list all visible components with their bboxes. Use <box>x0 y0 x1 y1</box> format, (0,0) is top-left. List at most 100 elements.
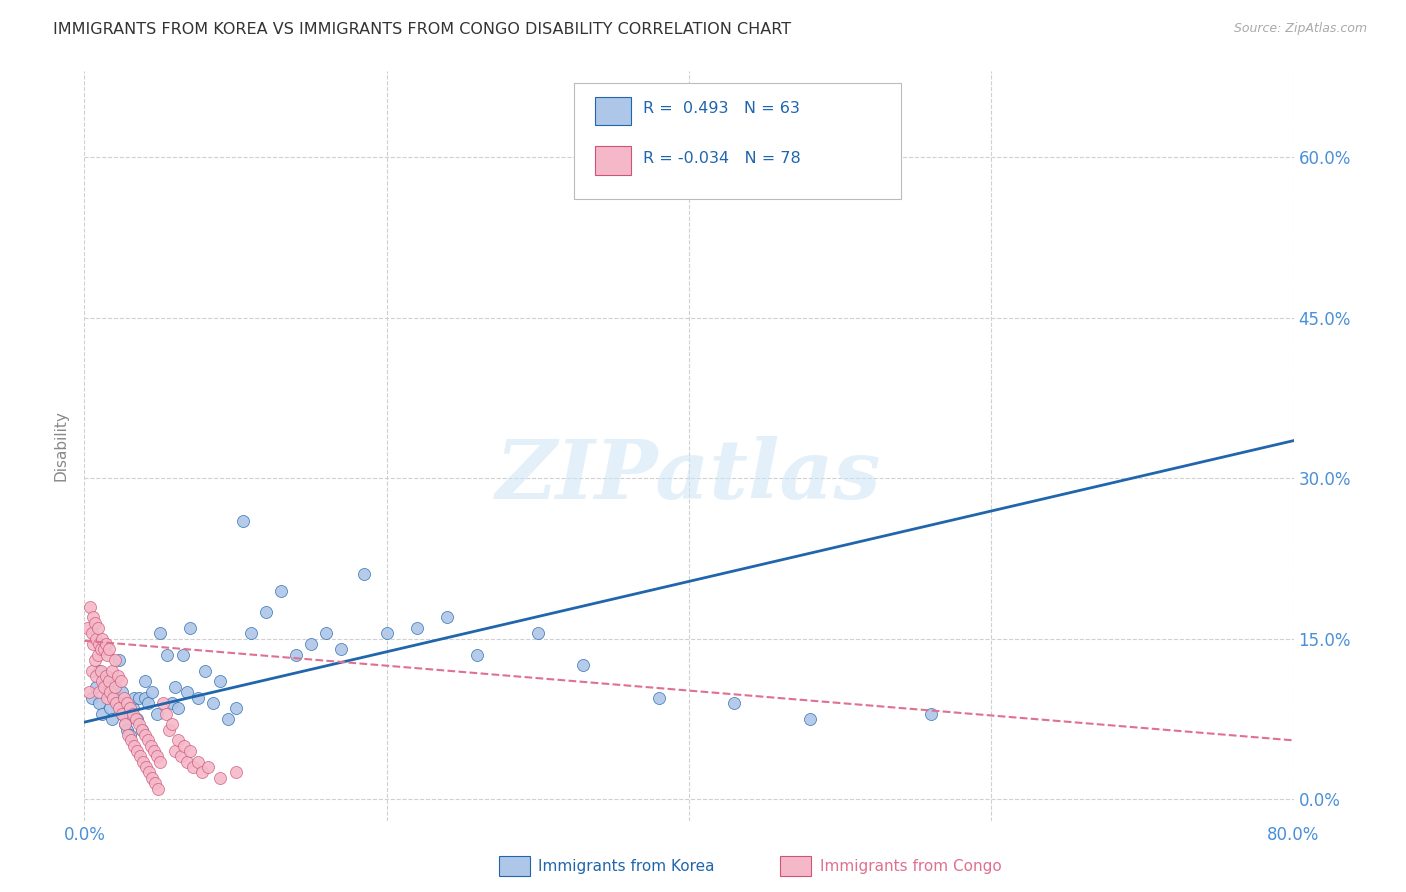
Point <box>104 680 127 694</box>
Point <box>89 696 111 710</box>
Point <box>160 717 183 731</box>
Point <box>93 680 115 694</box>
Point <box>111 706 134 721</box>
Point <box>197 760 219 774</box>
FancyBboxPatch shape <box>595 97 631 125</box>
Point <box>127 744 149 758</box>
Point <box>375 626 398 640</box>
Point <box>225 765 247 780</box>
FancyBboxPatch shape <box>574 83 901 199</box>
Point <box>131 723 153 737</box>
Point <box>76 621 98 635</box>
Point <box>353 567 375 582</box>
Point <box>187 755 209 769</box>
Point <box>149 755 172 769</box>
Point <box>91 706 114 721</box>
Point <box>87 648 110 662</box>
Point <box>90 664 112 678</box>
Point <box>98 685 121 699</box>
Point <box>129 749 152 764</box>
Point <box>436 610 458 624</box>
Point <box>118 701 141 715</box>
Point <box>79 599 101 614</box>
Point <box>157 723 180 737</box>
Point <box>118 728 141 742</box>
Point <box>723 696 745 710</box>
Point <box>160 696 183 710</box>
Point <box>270 583 292 598</box>
Point <box>120 733 142 747</box>
Point <box>799 712 821 726</box>
Point <box>94 637 117 651</box>
Point <box>96 669 118 683</box>
Point <box>467 648 489 662</box>
Point <box>112 690 135 705</box>
Point <box>148 781 170 796</box>
Point <box>134 674 156 689</box>
Point <box>167 733 190 747</box>
Point <box>201 696 224 710</box>
Text: Source: ZipAtlas.com: Source: ZipAtlas.com <box>1233 22 1367 36</box>
Point <box>107 696 129 710</box>
Point <box>167 701 190 715</box>
Point <box>108 701 131 715</box>
Point <box>121 706 143 721</box>
Point <box>84 615 107 630</box>
Point <box>179 744 201 758</box>
Point <box>86 680 108 694</box>
Y-axis label: Disability: Disability <box>53 410 69 482</box>
Point <box>572 658 595 673</box>
Point <box>232 514 254 528</box>
Point <box>194 664 217 678</box>
Point <box>187 690 209 705</box>
Point <box>141 771 163 785</box>
Point <box>299 637 322 651</box>
Point <box>93 674 115 689</box>
Point <box>127 712 149 726</box>
Point <box>96 648 118 662</box>
Point <box>96 685 118 699</box>
Point <box>225 701 247 715</box>
Point <box>100 664 122 678</box>
Point <box>406 621 429 635</box>
Point <box>96 690 118 705</box>
Point <box>176 685 198 699</box>
Point <box>94 669 117 683</box>
Point <box>648 690 671 705</box>
Point <box>138 765 160 780</box>
Point <box>315 626 337 640</box>
Point <box>145 776 167 790</box>
Point <box>122 739 145 753</box>
Point <box>118 706 141 721</box>
Point <box>239 626 262 640</box>
Point <box>104 653 127 667</box>
Point <box>122 690 145 705</box>
Point <box>149 626 172 640</box>
Point <box>209 771 232 785</box>
Point <box>84 653 107 667</box>
Point <box>146 706 169 721</box>
Point <box>920 706 942 721</box>
Point <box>139 739 162 753</box>
Point <box>134 728 156 742</box>
Point <box>101 690 124 705</box>
Point <box>114 717 136 731</box>
Point <box>80 664 103 678</box>
FancyBboxPatch shape <box>595 146 631 175</box>
Point <box>527 626 550 640</box>
Point <box>114 717 136 731</box>
Point <box>80 690 103 705</box>
Point <box>209 674 232 689</box>
Point <box>142 744 165 758</box>
Point <box>179 621 201 635</box>
Point <box>86 632 108 646</box>
Point <box>91 632 114 646</box>
Point <box>136 696 159 710</box>
Point <box>121 701 143 715</box>
Point <box>156 648 179 662</box>
Point <box>128 717 150 731</box>
Point <box>136 733 159 747</box>
Point <box>97 642 120 657</box>
Text: ZIPatlas: ZIPatlas <box>496 436 882 516</box>
Point <box>105 696 128 710</box>
